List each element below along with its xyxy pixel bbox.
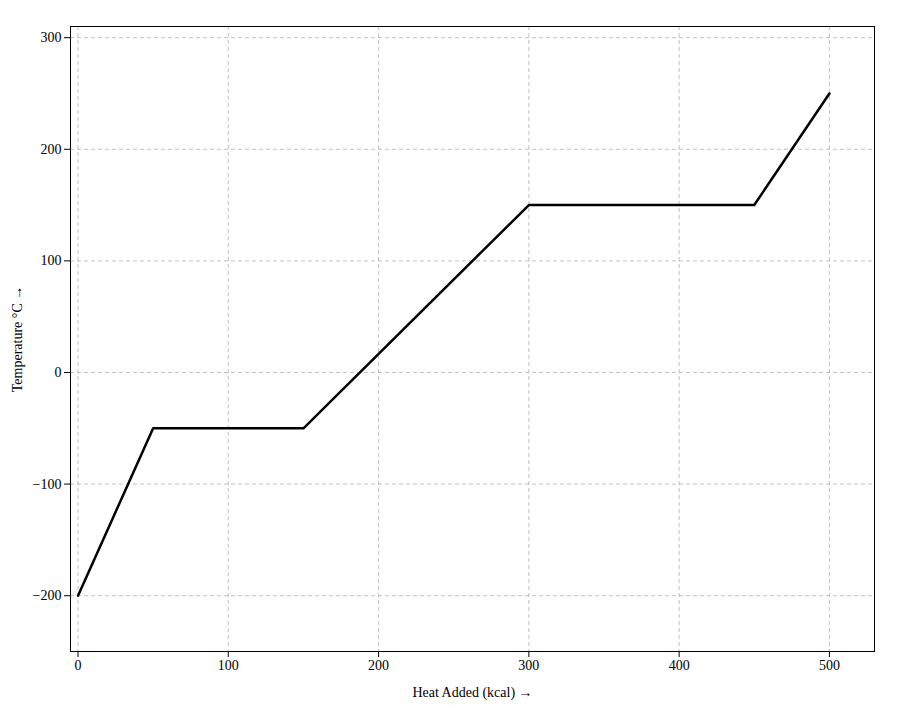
svg-text:300: 300 [518,658,539,673]
svg-text:300: 300 [41,30,62,45]
svg-text:Heat Added (kcal) →: Heat Added (kcal) → [412,685,532,701]
svg-text:400: 400 [669,658,690,673]
svg-text:100: 100 [218,658,239,673]
svg-text:−100: −100 [33,477,62,492]
svg-text:0: 0 [75,658,82,673]
svg-text:200: 200 [41,142,62,157]
svg-text:200: 200 [368,658,389,673]
svg-text:100: 100 [41,253,62,268]
svg-text:0: 0 [55,365,62,380]
svg-text:500: 500 [819,658,840,673]
svg-text:−200: −200 [33,588,62,603]
svg-text:Temperature °C →: Temperature °C → [10,286,25,392]
